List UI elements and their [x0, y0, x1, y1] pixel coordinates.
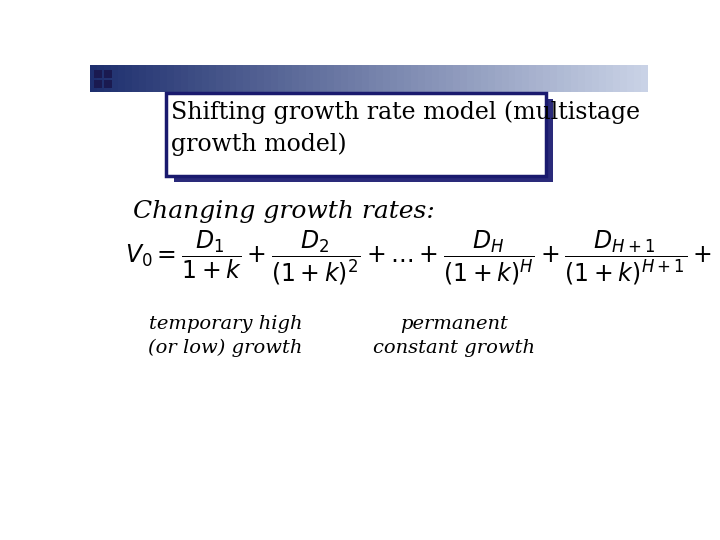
Bar	[362, 65, 370, 92]
Bar	[94, 80, 102, 88]
Bar	[118, 65, 126, 92]
Bar	[243, 65, 251, 92]
Bar	[523, 65, 530, 92]
Bar	[236, 65, 244, 92]
Bar	[104, 65, 112, 92]
Bar	[188, 65, 195, 92]
Bar	[209, 65, 216, 92]
Bar	[300, 65, 307, 92]
Bar	[571, 65, 579, 92]
Bar	[222, 65, 230, 92]
Bar	[194, 65, 202, 92]
Bar	[564, 65, 572, 92]
Bar	[397, 65, 405, 92]
Bar	[90, 65, 98, 92]
Bar	[258, 65, 265, 92]
Bar	[348, 65, 356, 92]
Bar	[153, 65, 161, 92]
Text: Shifting growth rate model (multistage
growth model): Shifting growth rate model (multistage g…	[171, 100, 641, 156]
Bar	[160, 65, 168, 92]
FancyBboxPatch shape	[166, 93, 546, 177]
Bar	[481, 65, 488, 92]
Bar	[306, 65, 314, 92]
Bar	[536, 65, 544, 92]
Text: $V_0 = \dfrac{D_1}{1+k} + \dfrac{D_2}{(1+k)^2} + \ldots + \dfrac{D_H}{(1+k)^H} +: $V_0 = \dfrac{D_1}{1+k} + \dfrac{D_2}{(1…	[125, 228, 720, 287]
Bar	[627, 65, 635, 92]
Bar	[585, 65, 593, 92]
Text: temporary high
(or low) growth: temporary high (or low) growth	[148, 315, 303, 357]
Bar	[634, 65, 642, 92]
Bar	[474, 65, 482, 92]
Bar	[529, 65, 537, 92]
Bar	[104, 80, 112, 88]
Bar	[320, 65, 328, 92]
Bar	[132, 65, 140, 92]
Bar	[404, 65, 412, 92]
Bar	[438, 65, 446, 92]
Bar	[459, 65, 467, 92]
Bar	[215, 65, 223, 92]
Bar	[508, 65, 516, 92]
Bar	[613, 65, 621, 92]
Bar	[125, 65, 132, 92]
Text: Changing growth rates:: Changing growth rates:	[132, 200, 434, 222]
Bar	[516, 65, 523, 92]
Bar	[292, 65, 300, 92]
Bar	[264, 65, 272, 92]
Bar	[145, 65, 153, 92]
Bar	[425, 65, 433, 92]
Bar	[593, 65, 600, 92]
Bar	[487, 65, 495, 92]
Bar	[334, 65, 342, 92]
Bar	[578, 65, 586, 92]
Bar	[271, 65, 279, 92]
Bar	[411, 65, 418, 92]
Bar	[327, 65, 335, 92]
Bar	[432, 65, 439, 92]
Bar	[97, 65, 104, 92]
Bar	[641, 65, 649, 92]
Bar	[355, 65, 363, 92]
Bar	[502, 65, 509, 92]
Bar	[251, 65, 258, 92]
Bar	[544, 65, 551, 92]
Bar	[341, 65, 349, 92]
Text: permanent
constant growth: permanent constant growth	[373, 315, 535, 356]
Bar	[139, 65, 147, 92]
Bar	[453, 65, 461, 92]
Bar	[390, 65, 397, 92]
Bar	[369, 65, 377, 92]
Bar	[557, 65, 565, 92]
Bar	[418, 65, 426, 92]
Bar	[111, 65, 119, 92]
Bar	[285, 65, 293, 92]
Bar	[495, 65, 503, 92]
Bar	[550, 65, 558, 92]
Bar	[620, 65, 628, 92]
Bar	[279, 65, 286, 92]
Bar	[202, 65, 210, 92]
Bar	[174, 65, 181, 92]
Bar	[599, 65, 607, 92]
Bar	[467, 65, 474, 92]
Bar	[94, 70, 102, 78]
Bar	[383, 65, 391, 92]
Bar	[446, 65, 454, 92]
Bar	[313, 65, 321, 92]
Bar	[606, 65, 614, 92]
FancyBboxPatch shape	[174, 99, 554, 182]
Bar	[167, 65, 174, 92]
Bar	[230, 65, 238, 92]
Bar	[181, 65, 189, 92]
Bar	[376, 65, 384, 92]
Bar	[104, 70, 112, 78]
